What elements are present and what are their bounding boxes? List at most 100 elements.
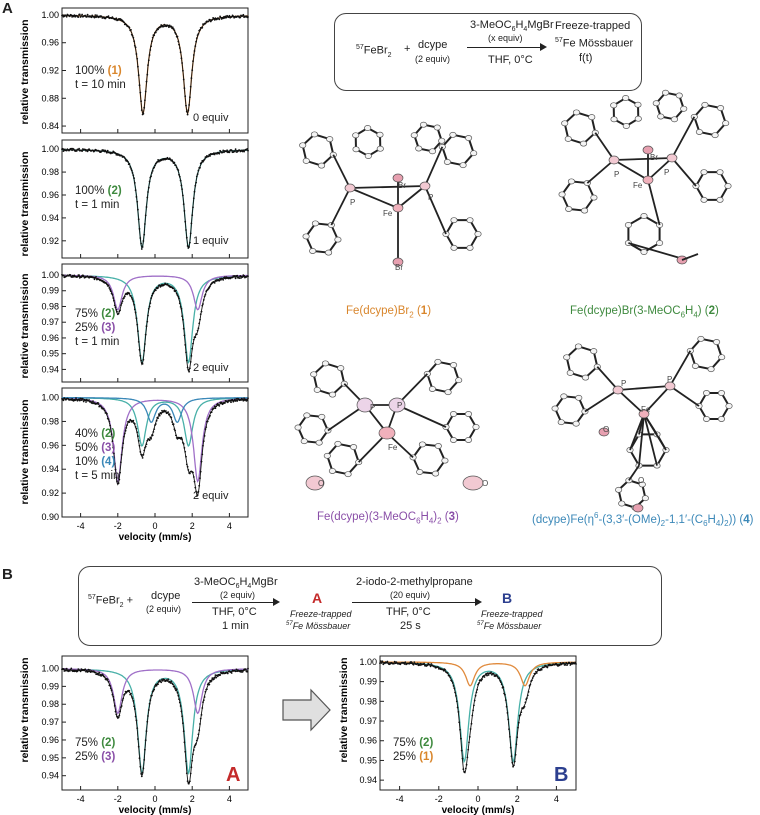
atom-ellipsoid: [472, 424, 480, 430]
bond: [671, 157, 697, 187]
atom-ellipsoid: [716, 169, 724, 176]
arrow-head-icon: [540, 43, 547, 51]
data-point: [240, 277, 242, 279]
bond: [349, 185, 426, 189]
atom-ellipsoid: [656, 240, 664, 246]
y-tick-label: 0.95: [41, 753, 59, 763]
species-id: (3): [101, 322, 116, 334]
y-tick-label: 0.96: [41, 735, 59, 745]
ylabel-a3: relative transmission: [19, 273, 31, 378]
scheme-b-time2: 25 s: [400, 620, 421, 632]
data-point: [228, 151, 231, 154]
atom-ellipsoid: [558, 191, 566, 198]
atom-ellipsoid: [464, 411, 473, 417]
data-point: [216, 675, 219, 678]
atom-ellipsoid: [392, 257, 404, 267]
data-point: [90, 16, 93, 19]
atom-ellipsoid: [675, 92, 683, 99]
y-tick-label: 0.96: [359, 736, 377, 746]
data-point: [239, 16, 242, 19]
scheme-b-arrow2: [352, 602, 480, 603]
atom-ellipsoid: [610, 116, 618, 123]
data-point: [247, 16, 249, 18]
atom-ellipsoid: [419, 121, 428, 128]
data-point: [413, 661, 416, 663]
plot-frame: [61, 7, 249, 134]
data-point: [75, 150, 78, 152]
atom-label-p: P: [350, 198, 355, 207]
atom-ellipsoid: [581, 374, 590, 381]
ylabel-a2: relative transmission: [19, 151, 31, 256]
scheme-b-arrow1: [192, 602, 278, 603]
x-tick-label: 4: [554, 794, 559, 804]
data-point: [102, 149, 105, 152]
atom-ellipsoid: [622, 123, 630, 129]
data-point: [88, 399, 90, 401]
data-point: [228, 14, 231, 17]
chart-annotation: 75% (2): [393, 737, 433, 749]
bond: [638, 413, 645, 466]
data-point: [82, 400, 85, 403]
atom-ellipsoid: [700, 196, 708, 203]
chart-A2: 1.00 0.98 0.96 0.94 0.92: [41, 139, 249, 259]
chart-BB: 1.00 0.99 0.98 0.97 0.96 0.95 0.94 -4 -2 0 2 4 veloc…: [359, 655, 577, 815]
x-tick-label: 0: [152, 794, 157, 804]
atom-ellipsoid: [707, 366, 715, 373]
atom-ellipsoid: [450, 362, 458, 368]
ring-bond: [560, 180, 596, 212]
scheme-a-conditions: THF, 0°C: [488, 54, 533, 66]
series-component-4: [62, 397, 248, 424]
data-point: [78, 13, 81, 16]
atom-ellipsoid: [642, 175, 654, 185]
series-total-fit: [62, 15, 248, 115]
atom-ellipsoid: [722, 120, 730, 127]
atom-label-br: Br: [650, 153, 658, 162]
atom-ellipsoid: [418, 441, 426, 448]
data-point: [566, 664, 568, 666]
species-id: (4): [101, 456, 116, 468]
percent-label: 75%: [75, 308, 102, 320]
atom-ellipsoid: [416, 469, 424, 475]
y-tick-label: 1.00: [41, 393, 59, 403]
x-tick-label: 2: [190, 794, 195, 804]
data-point: [106, 149, 109, 152]
ylabel-a4: relative transmission: [19, 399, 31, 504]
ring-bond: [304, 222, 340, 254]
chart-annotation: 75% (2): [75, 737, 115, 749]
data-point: [216, 153, 218, 155]
atom-ellipsoid: [388, 397, 406, 413]
data-point: [167, 411, 170, 413]
data-point: [78, 147, 80, 150]
y-tick-label: 0.98: [359, 696, 377, 706]
chart-A3: 1.00 0.99 0.98 0.97 0.96 0.95 0.94: [41, 263, 249, 383]
atom-ellipsoid: [352, 146, 360, 153]
x-tick-label: -4: [396, 794, 404, 804]
series-total-fit: [62, 275, 248, 372]
atom-ellipsoid: [434, 443, 442, 449]
atom-ellipsoid: [326, 136, 334, 143]
x-tick-label: 4: [227, 794, 232, 804]
chart-annotation: 100% (2): [75, 185, 122, 197]
data-point: [86, 150, 89, 153]
scheme-b-reagent2-equiv: (20 equiv): [390, 590, 431, 600]
atom-ellipsoid: [634, 115, 642, 122]
scheme-b-b-sub2: 57Fe Mössbauer: [477, 621, 542, 631]
data-point: [244, 668, 247, 671]
corner-letter-B: B: [554, 764, 569, 786]
data-point: [65, 15, 68, 18]
scheme-a-out1: Freeze-trapped: [555, 20, 631, 32]
bond: [643, 385, 671, 415]
data-point: [86, 13, 89, 16]
data-point: [85, 16, 88, 18]
structure-3-caption: Fe(dcype)(3-MeOC6H4)2 (3): [317, 511, 459, 526]
atom-ellipsoid: [638, 409, 650, 419]
data-point: [218, 152, 221, 155]
y-tick-label: 0.92: [41, 236, 59, 246]
y-tick-label: 1.00: [41, 664, 59, 674]
atom-ellipsoid: [321, 360, 330, 367]
scheme-a-plus: +: [404, 43, 411, 55]
x-tick-label: -4: [77, 794, 85, 804]
structure-2-caption: Fe(dcype)Br(3-MeOC6H4) (2): [570, 305, 719, 320]
y-tick-label: 0.96: [41, 38, 59, 48]
atom-ellipsoid: [657, 113, 665, 120]
